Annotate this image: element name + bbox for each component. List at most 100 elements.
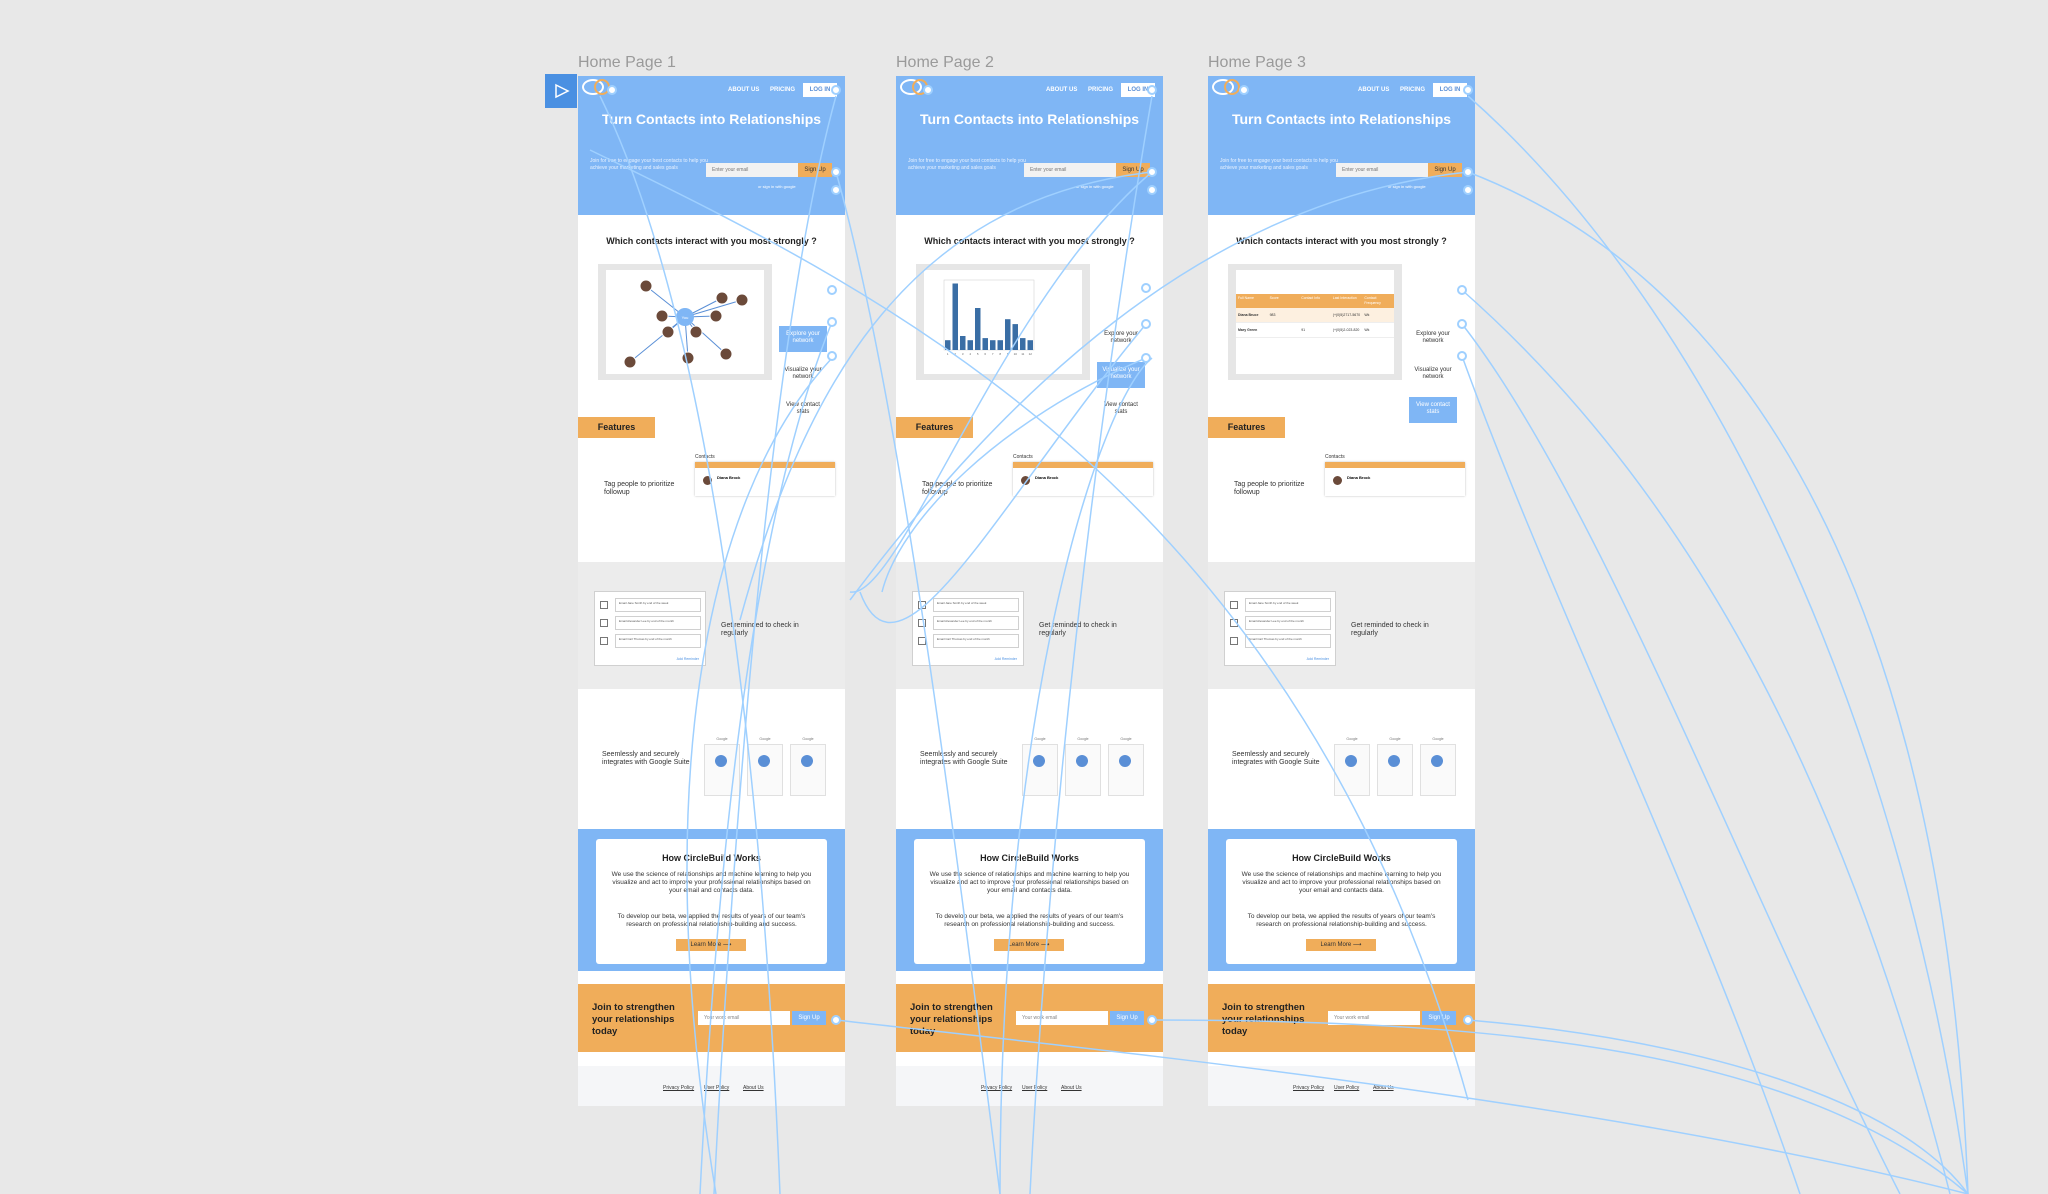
reminder-checkbox[interactable] — [600, 619, 608, 627]
connector-handle[interactable] — [827, 317, 837, 327]
login-button[interactable]: LOG IN — [1433, 83, 1467, 97]
hero-email-input[interactable]: Enter your email — [1336, 163, 1428, 177]
footer-link[interactable]: Privacy Policy — [663, 1085, 695, 1091]
reminder-checkbox[interactable] — [918, 619, 926, 627]
connector-handle[interactable] — [1457, 319, 1467, 329]
add-reminder-link[interactable]: Add Reminder — [1306, 657, 1329, 661]
option-visualize-button[interactable]: Visualize your network — [784, 367, 822, 380]
option-explore-button[interactable]: Explore your network — [1104, 331, 1138, 344]
nav-pricing-link[interactable]: PRICING — [770, 87, 796, 93]
footer-link[interactable]: About Us — [1061, 1085, 1082, 1091]
google-signin-link[interactable]: or sign in with google — [1076, 184, 1114, 189]
frame-home-page-1: ABOUT US PRICING LOG IN Turn Contacts into … — [578, 76, 845, 1106]
option-explore-button[interactable]: Explore your network — [1416, 331, 1450, 344]
hero-email-input[interactable]: Enter your email — [706, 163, 798, 177]
chart-bar — [1020, 338, 1026, 350]
join-email-input[interactable]: Your work email — [1328, 1011, 1420, 1025]
connector-line — [589, 149, 1469, 1101]
reminder-checkbox[interactable] — [600, 637, 608, 645]
how-paragraph-2: To develop our beta, we applied the resu… — [1247, 913, 1436, 928]
footer-link[interactable]: User Policy — [704, 1085, 730, 1091]
contact-avatar-node[interactable] — [689, 325, 703, 339]
connector-handle[interactable] — [1141, 319, 1151, 329]
hero-email-input[interactable]: Enter your email — [1024, 163, 1116, 177]
connector-handle[interactable] — [607, 85, 617, 95]
join-signup-button[interactable]: Sign Up — [792, 1011, 826, 1025]
play-prototype-button[interactable] — [545, 74, 577, 108]
connector-handle[interactable] — [1463, 185, 1473, 195]
connector-handle[interactable] — [831, 185, 841, 195]
reminder-checkbox[interactable] — [918, 637, 926, 645]
connector-handle[interactable] — [1463, 1015, 1473, 1025]
connector-handle[interactable] — [827, 285, 837, 295]
contact-avatar-node[interactable] — [715, 291, 729, 305]
footer-link[interactable]: About Us — [743, 1085, 764, 1091]
how-it-works-card: How CircleBuild Works We use the science … — [596, 839, 827, 964]
tag-feature-text: Tag people to prioritize followup — [604, 481, 675, 496]
connector-handle[interactable] — [1457, 285, 1467, 295]
join-signup-button[interactable]: Sign Up — [1422, 1011, 1456, 1025]
features-heading: Features — [896, 417, 973, 438]
connector-handle[interactable] — [1457, 351, 1467, 361]
hero-signup-button[interactable]: Sign Up — [798, 163, 832, 177]
reminder-checkbox[interactable] — [1230, 637, 1238, 645]
connector-handle[interactable] — [1147, 1015, 1157, 1025]
connector-line — [835, 1019, 1969, 1194]
connector-handle[interactable] — [831, 85, 841, 95]
connector-handle[interactable] — [1141, 283, 1151, 293]
nav-about-link[interactable]: ABOUT US — [1046, 87, 1078, 93]
contact-avatar-node[interactable] — [639, 279, 653, 293]
contact-avatar-node[interactable] — [719, 347, 733, 361]
reminder-row: Email Jane Smith by end of the week — [1245, 598, 1331, 612]
table-cell: 91 — [1301, 328, 1306, 332]
add-reminder-link[interactable]: Add Reminder — [994, 657, 1017, 661]
join-email-input[interactable]: Your work email — [698, 1011, 790, 1025]
join-email-input[interactable]: Your work email — [1016, 1011, 1108, 1025]
center-node-label: You — [682, 315, 689, 320]
nav-pricing-link[interactable]: PRICING — [1088, 87, 1114, 93]
nav-pricing-link[interactable]: PRICING — [1400, 87, 1426, 93]
hero-title: Turn Contacts into Relationships — [1231, 111, 1452, 127]
nav-about-link[interactable]: ABOUT US — [728, 87, 760, 93]
contacts-label: Contacts — [1325, 454, 1345, 460]
reminder-text: Email Jane Smith by end of the week — [619, 601, 669, 605]
connector-handle[interactable] — [1147, 85, 1157, 95]
footer-link[interactable]: User Policy — [1022, 1085, 1048, 1091]
option-stats-button[interactable]: View contact stats — [1409, 397, 1457, 423]
footer-link[interactable]: About Us — [1373, 1085, 1394, 1091]
footer-link[interactable]: User Policy — [1334, 1085, 1360, 1091]
contact-avatar-node[interactable] — [623, 355, 637, 369]
connector-handle[interactable] — [827, 351, 837, 361]
reminder-checkbox[interactable] — [1230, 601, 1238, 609]
reminder-checkbox[interactable] — [600, 601, 608, 609]
login-button[interactable]: LOG IN — [803, 83, 837, 97]
how-title: How CircleBuild Works — [1292, 853, 1391, 863]
google-signin-link[interactable]: or sign in with google — [1388, 184, 1426, 189]
connector-handle[interactable] — [1239, 85, 1249, 95]
contact-avatar-node[interactable] — [661, 325, 675, 339]
google-signin-link[interactable]: or sign in with google — [758, 184, 796, 189]
connector-handle[interactable] — [1463, 167, 1473, 177]
join-signup-button[interactable]: Sign Up — [1110, 1011, 1144, 1025]
hero-title: Turn Contacts into Relationships — [601, 111, 822, 127]
contact-avatar-node[interactable] — [709, 309, 723, 323]
connector-handle[interactable] — [1463, 85, 1473, 95]
google-app-icon — [1388, 755, 1400, 767]
connector-handle[interactable] — [1141, 353, 1151, 363]
add-reminder-link[interactable]: Add Reminder — [676, 657, 699, 661]
connector-handle[interactable] — [831, 167, 841, 177]
chart-bar — [960, 336, 966, 350]
contact-avatar-node[interactable] — [655, 309, 669, 323]
footer-link[interactable]: Privacy Policy — [1293, 1085, 1325, 1091]
connector-handle[interactable] — [1147, 185, 1157, 195]
footer-link[interactable]: Privacy Policy — [981, 1085, 1013, 1091]
connector-handle[interactable] — [831, 1015, 841, 1025]
learn-more-button[interactable]: Learn More ⟶ — [1306, 939, 1376, 951]
table-cell: Mary Green — [1238, 328, 1258, 332]
login-button[interactable]: LOG IN — [1121, 83, 1155, 97]
connector-handle[interactable] — [923, 85, 933, 95]
contact-avatar-node[interactable] — [735, 293, 749, 307]
nav-about-link[interactable]: ABOUT US — [1358, 87, 1390, 93]
connector-handle[interactable] — [1147, 167, 1157, 177]
option-visualize-button[interactable]: Visualize your network — [1414, 367, 1452, 380]
